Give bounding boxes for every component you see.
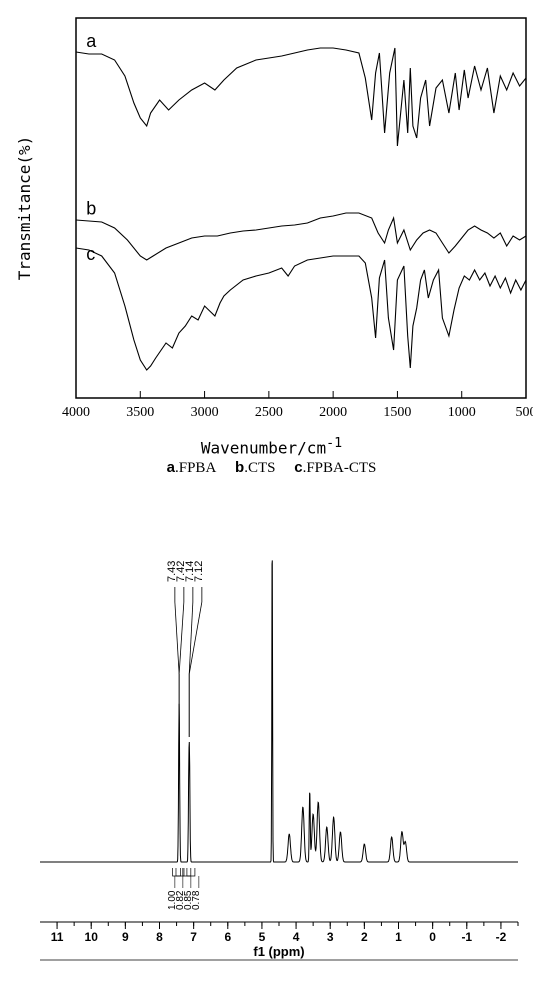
ir-xlabel-super: -1: [326, 436, 342, 451]
svg-text:500: 500: [516, 405, 534, 420]
legend-tag-b: b: [235, 459, 244, 476]
svg-text:1: 1: [395, 930, 402, 944]
svg-text:11: 11: [51, 930, 64, 944]
svg-text:10: 10: [85, 930, 99, 944]
svg-text:3000: 3000: [191, 405, 219, 420]
svg-text:3: 3: [327, 930, 334, 944]
svg-text:8: 8: [156, 930, 163, 944]
svg-text:1500: 1500: [383, 405, 411, 420]
legend-text-b: CTS: [248, 460, 276, 476]
legend-text-c: FPBA-CTS: [306, 460, 376, 476]
svg-text:-1: -1: [461, 930, 472, 944]
svg-text:7.12: 7.12: [193, 561, 205, 582]
svg-text:4000: 4000: [62, 405, 90, 420]
svg-text:2: 2: [361, 930, 368, 944]
svg-text:0: 0: [429, 930, 436, 944]
svg-text:7: 7: [190, 930, 197, 944]
ir-xlabel-text: Wavenumber/cm: [201, 438, 326, 457]
svg-text:f1 (ppm): f1 (ppm): [253, 944, 304, 959]
svg-text:-2: -2: [496, 930, 507, 944]
svg-text:1000: 1000: [448, 405, 476, 420]
legend-tag-c: c: [294, 459, 302, 476]
svg-text:0.78: 0.78: [191, 890, 202, 910]
svg-text:Transmitance(%): Transmitance(%): [15, 136, 34, 281]
svg-text:b: b: [86, 198, 96, 218]
svg-text:5: 5: [259, 930, 266, 944]
svg-text:6: 6: [224, 930, 231, 944]
nmr-spectrum-svg: 7.437.427.147.121.000.820.850.7811109876…: [10, 527, 533, 967]
ir-spectrum-chart: 4000 3500 3000 2500 2000 1500 1000 500 Transmita…: [10, 10, 533, 477]
ir-xaxis-label: Wavenumber/cm-1: [10, 436, 533, 457]
svg-text:2000: 2000: [319, 405, 347, 420]
legend-text-a: FPBA: [179, 460, 217, 476]
legend-tag-a: a: [167, 459, 175, 476]
ir-legend: a.FPBA b.CTS c.FPBA-CTS: [10, 459, 533, 477]
ir-spectrum-svg: 4000 3500 3000 2500 2000 1500 1000 500 Transmita…: [10, 10, 533, 440]
nmr-spectrum-chart: 7.437.427.147.121.000.820.850.7811109876…: [10, 527, 533, 967]
svg-text:c: c: [86, 244, 95, 264]
svg-text:4: 4: [293, 930, 300, 944]
svg-text:2500: 2500: [255, 405, 283, 420]
svg-text:a: a: [86, 31, 97, 51]
svg-text:9: 9: [122, 930, 129, 944]
svg-text:3500: 3500: [126, 405, 154, 420]
